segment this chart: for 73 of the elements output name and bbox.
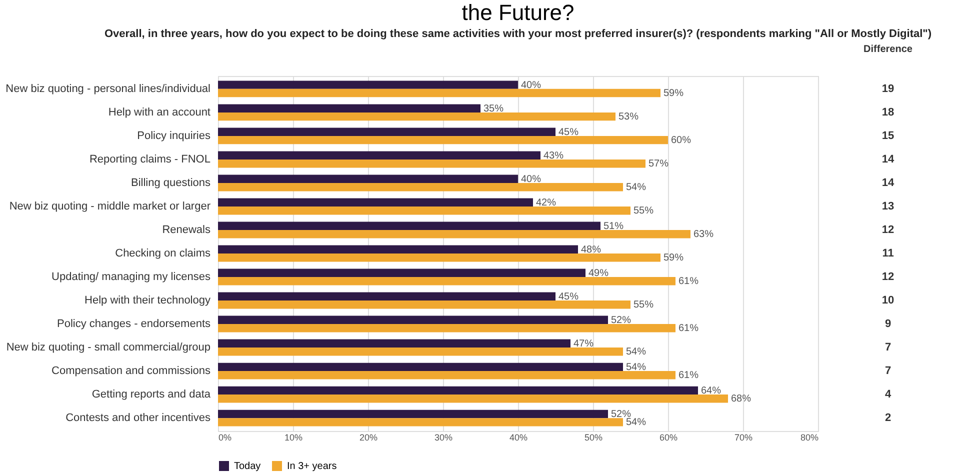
y-tick-label: Reporting claims - FNOL xyxy=(89,153,210,166)
y-tick-label: Updating/ managing my licenses xyxy=(52,271,211,284)
text: 14 xyxy=(882,153,895,166)
data-label: 45% xyxy=(558,291,579,302)
x-tick-label: 10% xyxy=(284,432,303,442)
y-tick-label: Contests and other incentives xyxy=(66,412,211,424)
data-label: 54% xyxy=(626,346,646,358)
data-label: 54% xyxy=(626,182,646,194)
text: 9 xyxy=(884,318,892,330)
text: Difference xyxy=(864,44,913,55)
data-label: 42% xyxy=(536,197,556,208)
data-label: 48% xyxy=(581,244,602,256)
y-tick-label: New biz quoting - middle market or larger xyxy=(9,200,211,212)
legend-label: In 3+ years xyxy=(287,461,337,472)
data-label: 52% xyxy=(611,314,632,326)
data-label: 57% xyxy=(648,158,669,170)
text: 10 xyxy=(882,294,894,307)
y-tick-label: Policy changes - endorsements xyxy=(57,318,211,330)
text: 12 xyxy=(882,224,894,236)
x-tick-label: 70% xyxy=(734,432,753,442)
text: 7 xyxy=(884,365,892,378)
data-label: 40% xyxy=(521,80,542,91)
chart-subtitle: Overall, in three years, how do you expect to be doing these same activities with your most preferred insurer(s)? (respondents marking "All or Mostly Digital") xyxy=(104,28,932,40)
chart-title: the Future? xyxy=(462,0,574,25)
data-label: 35% xyxy=(484,103,504,114)
text: 11 xyxy=(882,248,894,260)
text: 13 xyxy=(882,200,894,212)
data-label: 63% xyxy=(694,229,714,240)
y-tick-label: Checking on claims xyxy=(115,248,211,260)
text: 14 xyxy=(882,176,895,189)
y-tick-label: Help with an account xyxy=(108,106,210,118)
data-label: 47% xyxy=(574,338,594,350)
data-label: 49% xyxy=(588,268,609,279)
data-label: 55% xyxy=(634,206,654,217)
x-tick-label: 50% xyxy=(584,432,603,442)
data-label: 45% xyxy=(558,126,579,138)
x-tick-label: 80% xyxy=(800,432,818,442)
data-label: 61% xyxy=(678,276,699,288)
y-tick-label: Renewals xyxy=(162,224,211,236)
x-tick-label: 60% xyxy=(659,432,678,442)
data-label: 53% xyxy=(618,112,639,123)
text: 15 xyxy=(882,130,894,142)
text: 19 xyxy=(882,82,894,95)
data-label: 43% xyxy=(544,150,564,162)
data-label: 61% xyxy=(678,323,699,334)
x-tick-label: 20% xyxy=(359,432,378,442)
data-label: 61% xyxy=(678,370,699,382)
data-label: 40% xyxy=(521,174,542,185)
data-label: 59% xyxy=(664,252,684,264)
y-tick-label: Policy inquiries xyxy=(137,130,211,142)
y-tick-label: Getting reports and data xyxy=(92,388,212,401)
data-label: 54% xyxy=(626,362,646,373)
y-tick-label: Help with their technology xyxy=(84,294,211,307)
data-label: 68% xyxy=(731,394,752,405)
data-label: 55% xyxy=(634,300,654,311)
text: 18 xyxy=(882,106,894,118)
y-tick-label: New biz quoting - personal lines/individual xyxy=(6,82,210,95)
data-label: 60% xyxy=(671,135,692,146)
data-label: 59% xyxy=(664,88,684,100)
text: 4 xyxy=(884,388,892,401)
text: 12 xyxy=(882,271,894,284)
y-tick-label: Compensation and commissions xyxy=(52,365,211,378)
data-label: 51% xyxy=(604,220,624,232)
y-tick-label: Billing questions xyxy=(131,176,211,189)
x-tick-label: 40% xyxy=(509,432,528,442)
legend-label: Today xyxy=(234,461,261,472)
x-tick-label: 30% xyxy=(434,432,453,442)
text: 2 xyxy=(884,412,892,424)
x-tick-label: 0% xyxy=(218,432,232,442)
y-tick-label: New biz quoting - small commercial/group xyxy=(6,342,210,354)
data-label: 54% xyxy=(626,417,646,428)
text: 7 xyxy=(884,342,892,354)
data-label: 64% xyxy=(701,385,722,396)
